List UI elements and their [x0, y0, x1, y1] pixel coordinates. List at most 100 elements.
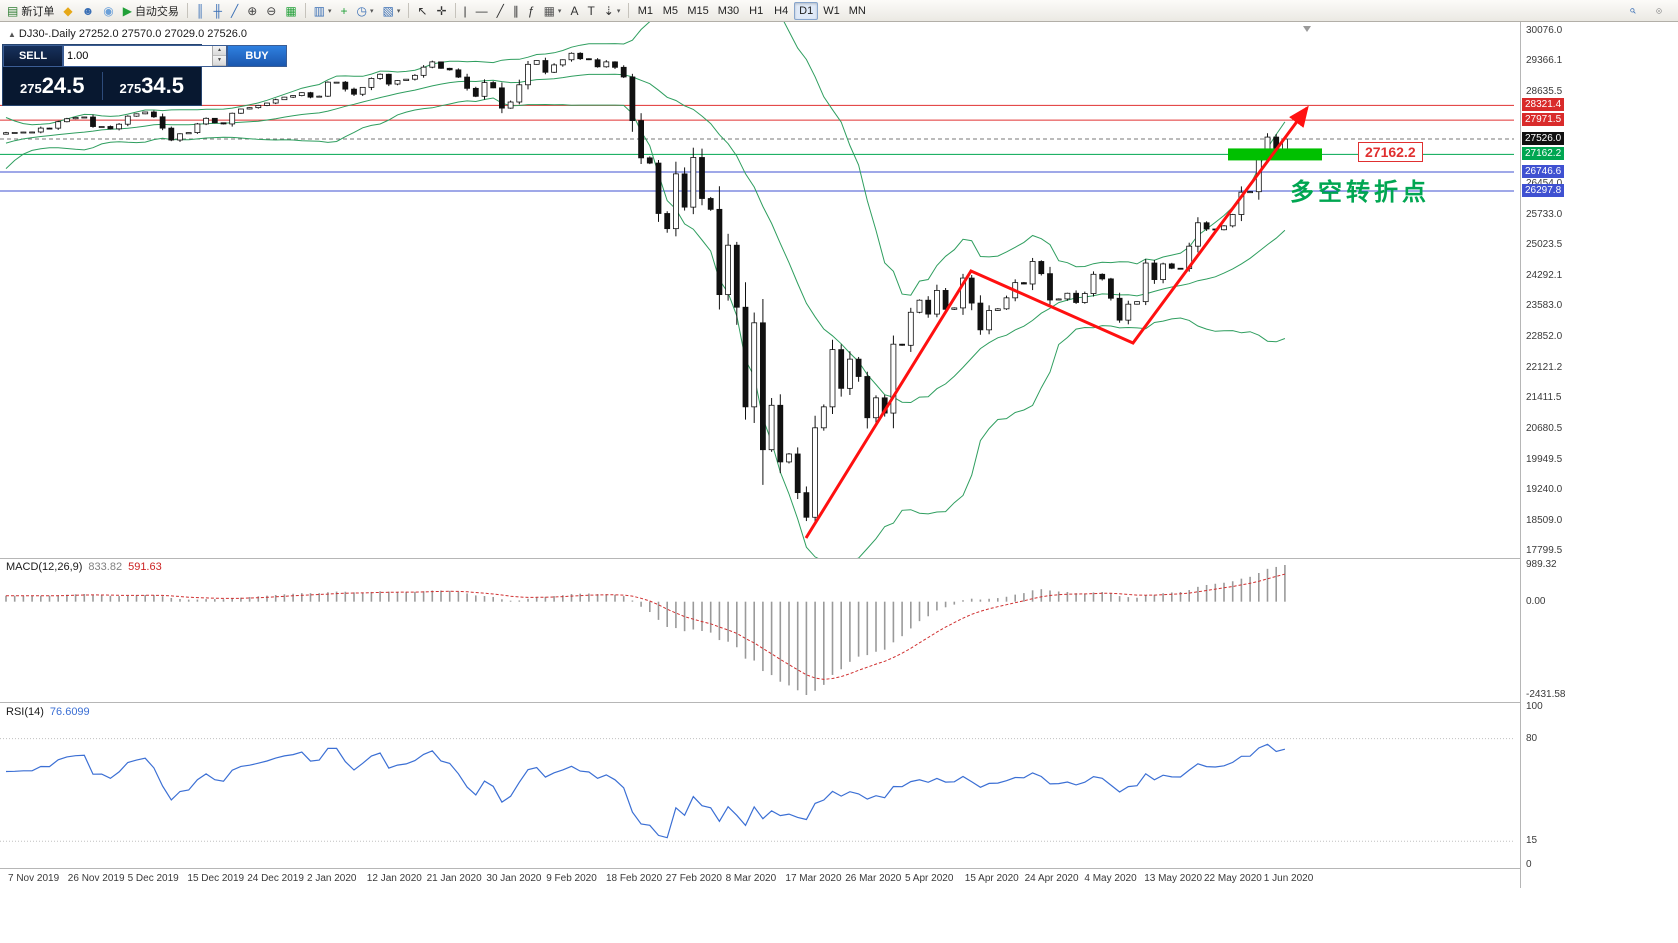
- rsi-pane-canvas[interactable]: [0, 703, 1520, 868]
- bar-chart-button[interactable]: ║: [192, 1, 209, 20]
- candle-body: [446, 67, 453, 71]
- volume-input[interactable]: [64, 46, 212, 66]
- bar-chart-icon: ║: [195, 3, 205, 18]
- zoom-in-button[interactable]: ⊕: [243, 1, 261, 20]
- candle-body: [342, 81, 349, 90]
- macd-pane-canvas[interactable]: [0, 559, 1520, 702]
- text-label-button[interactable]: T: [583, 1, 598, 20]
- profile-button[interactable]: ☻: [78, 1, 99, 20]
- timeframe-m30-button[interactable]: M30: [714, 2, 743, 20]
- pane-separator[interactable]: [0, 558, 1568, 559]
- text-button[interactable]: A: [566, 1, 582, 20]
- date-axis-label: 8 Mar 2020: [725, 873, 777, 884]
- community-button[interactable]: ◉: [99, 1, 117, 20]
- new-order-button[interactable]: ▤ 新订单: [3, 1, 58, 20]
- candle-body: [1177, 267, 1184, 270]
- date-axis-label: 22 May 2020: [1204, 873, 1262, 884]
- line-chart-button[interactable]: ╱: [227, 1, 242, 20]
- candle-body: [603, 61, 610, 68]
- timeframe-m15-button[interactable]: M15: [683, 2, 712, 20]
- candle-body: [664, 213, 671, 230]
- search-button[interactable]: [1623, 1, 1643, 20]
- candlestick-chart-button[interactable]: ╫: [209, 1, 226, 20]
- candle-body: [246, 107, 253, 110]
- macd-main-value: 833.82: [88, 561, 123, 573]
- trendline-button[interactable]: ╱: [493, 1, 508, 20]
- shapes-icon: ▦: [543, 3, 555, 18]
- timeframe-w1-button[interactable]: W1: [819, 2, 844, 20]
- price-axis-label: 19240.0: [1526, 483, 1563, 495]
- candle-body: [742, 306, 749, 408]
- volume-up-button[interactable]: ▲: [213, 46, 226, 56]
- zoom-out-button[interactable]: ⊖: [262, 1, 280, 20]
- sell-button[interactable]: SELL: [3, 45, 63, 67]
- fibonacci-button[interactable]: ƒ: [524, 1, 539, 20]
- date-axis-label: 13 May 2020: [1144, 873, 1203, 884]
- buy-price-digits: 275: [119, 81, 142, 96]
- new-chart-button[interactable]: ▥ ▾: [310, 1, 336, 20]
- candle-body: [403, 78, 410, 81]
- candle-body: [751, 322, 758, 408]
- new-order-icon: ▤: [7, 3, 19, 18]
- candle-body: [1029, 261, 1036, 285]
- arrows-button[interactable]: ⇣ ▾: [600, 1, 625, 20]
- candle-body: [646, 157, 653, 164]
- chart-shift-marker-icon[interactable]: [1303, 26, 1311, 32]
- price-axis-label: 28635.5: [1526, 86, 1563, 98]
- candle-body: [255, 105, 262, 109]
- candle-body: [925, 299, 932, 315]
- timeframe-d1-button[interactable]: D1: [794, 1, 819, 20]
- volume-down-button[interactable]: ▼: [213, 56, 226, 66]
- candlestick-chart-icon: ╫: [213, 3, 222, 18]
- community-icon: ◉: [103, 3, 114, 18]
- search-icon: [1630, 7, 1636, 14]
- timeframe-h1-button[interactable]: H1: [744, 2, 768, 20]
- shapes-button[interactable]: ▦ ▾: [540, 1, 566, 20]
- candle-body: [203, 117, 210, 125]
- candle-body: [1168, 263, 1175, 269]
- date-axis-label: 5 Dec 2019: [127, 873, 179, 884]
- channel-button[interactable]: ∥: [509, 1, 523, 20]
- main-chart-canvas[interactable]: [0, 22, 1520, 558]
- chart-ohlc-header: ▲ DJ30-.Daily 27252.0 27570.0 27029.0 275…: [8, 28, 247, 40]
- pane-separator[interactable]: [0, 702, 1568, 703]
- candle-body: [786, 453, 792, 463]
- candle-body: [951, 307, 958, 310]
- candle-body: [1247, 191, 1253, 194]
- candle-body: [1116, 297, 1123, 321]
- cursor-button[interactable]: ↖: [413, 1, 431, 20]
- candle-body: [629, 76, 636, 122]
- buy-button[interactable]: BUY: [227, 45, 287, 67]
- horizontal-line-button[interactable]: —: [472, 1, 492, 20]
- date-axis[interactable]: 7 Nov 2019 26 Nov 2019 5 Dec 2019 15 Dec 20…: [0, 869, 1520, 889]
- candle-body: [194, 123, 201, 133]
- turning-point-note[interactable]: 多空转折点: [1290, 179, 1430, 206]
- candle-body: [559, 59, 566, 66]
- periods-button[interactable]: ◷ ▾: [353, 1, 378, 20]
- trend-zigzag-arrow[interactable]: [804, 105, 1309, 539]
- price-axis-label: 17799.5: [1526, 544, 1563, 556]
- candle-body: [768, 404, 775, 451]
- candle-body: [812, 427, 818, 518]
- vertical-line-button[interactable]: |: [460, 1, 471, 20]
- marketplace-button[interactable]: ◆: [59, 1, 76, 20]
- periods-icon: ◷: [356, 3, 368, 18]
- help-chat-button[interactable]: [1649, 1, 1669, 20]
- autotrading-button[interactable]: ▶ 自动交易: [119, 1, 183, 20]
- date-axis-label: 26 Nov 2019: [67, 873, 125, 884]
- indicators-button[interactable]: +: [337, 1, 352, 20]
- pivot-highlight-rectangle[interactable]: [1228, 148, 1322, 161]
- price-axis[interactable]: 30076.0 29366.1 28635.5 26454.0 25733.0 25023…: [1520, 22, 1678, 888]
- timeframe-h4-button[interactable]: H4: [769, 2, 793, 20]
- date-axis-label: 15 Dec 2019: [187, 873, 245, 884]
- tile-windows-button[interactable]: ▦: [281, 1, 300, 20]
- pivot-price-label[interactable]: 27162.2: [1358, 142, 1423, 162]
- timeframe-mn-button[interactable]: MN: [845, 2, 870, 20]
- timeframe-m1-button[interactable]: M1: [633, 2, 657, 20]
- templates-button[interactable]: ▧ ▾: [379, 1, 405, 20]
- timeframe-m5-button[interactable]: M5: [658, 2, 682, 20]
- crosshair-button[interactable]: ✛: [432, 1, 450, 20]
- candle-body: [142, 111, 149, 115]
- candle-body: [420, 66, 427, 76]
- candle-body: [72, 117, 79, 120]
